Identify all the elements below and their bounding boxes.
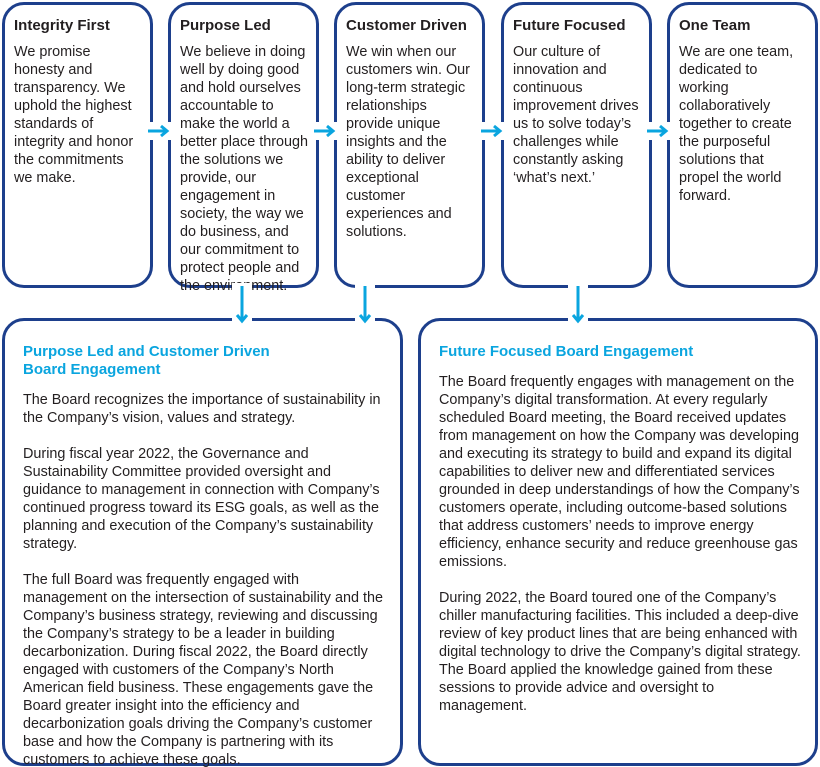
engagement-paragraph: The Board frequently engages with manage… [439,374,800,570]
arrow-right-icon [481,124,503,138]
arrow-right-icon [647,124,669,138]
engagement-paragraph: The full Board was frequently engaged wi… [23,572,383,767]
arrow-down-icon [235,286,249,324]
engagement-title: Purpose Led and Customer Driven Board En… [23,343,270,378]
value-box-customer-driven: Customer Driven We win when our customer… [334,2,485,288]
arrow-down-icon [571,286,585,324]
engagement-title: Future Focused Board Engagement [439,343,694,360]
value-text: We win when our customers win. Our long-… [346,44,470,240]
purpose-customer-engagement-box: Purpose Led and Customer Driven Board En… [2,318,403,767]
value-box-one-team: One Team We are one team, dedicated to w… [667,2,818,288]
value-title: Integrity First [14,17,110,34]
value-title: Future Focused [513,17,626,34]
arrow-right-icon [148,124,170,138]
value-title: One Team [679,17,751,34]
value-box-integrity-first: Integrity First We promise honesty and t… [2,2,153,288]
value-title: Purpose Led [180,17,271,34]
arrow-down-icon [358,286,372,324]
value-box-purpose-led: Purpose Led We believe in doing well by … [168,2,319,294]
arrow-right-icon [314,124,336,138]
value-title: Customer Driven [346,17,467,34]
engagement-paragraph: The Board recognizes the importance of s… [23,392,381,426]
future-focused-engagement-box: Future Focused Board Engagement The Boar… [418,318,818,766]
engagement-paragraph: During fiscal year 2022, the Governance … [23,446,380,552]
value-text: Our culture of innovation and continuous… [513,44,639,186]
value-text: We believe in doing well by doing good a… [180,44,309,294]
value-text: We promise honesty and transparency. We … [14,44,134,186]
value-text: We are one team, dedicated to working co… [679,44,794,204]
engagement-paragraph: During 2022, the Board toured one of the… [439,590,801,714]
